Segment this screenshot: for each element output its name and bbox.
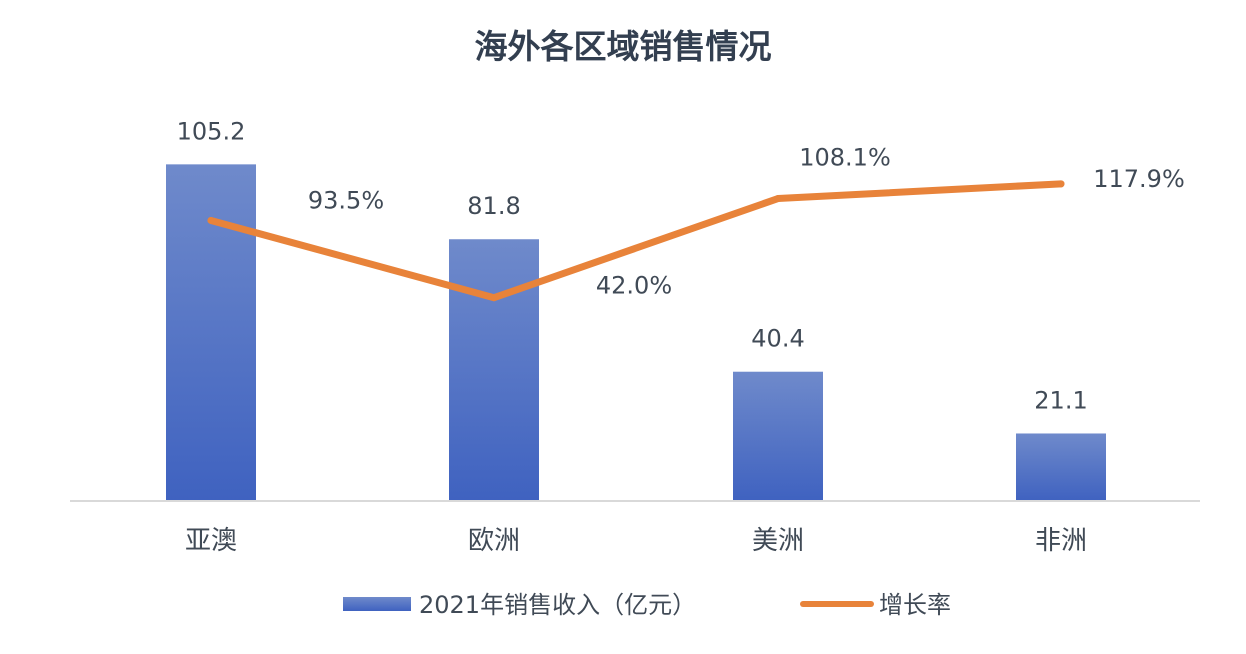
category-label-3: 非洲 — [1035, 526, 1087, 556]
growth-point-0 — [207, 216, 215, 224]
category-label-2: 美洲 — [752, 526, 804, 556]
growth-rate-line — [207, 180, 1065, 302]
bar-value-label-0: 105.2 — [177, 117, 246, 145]
legend-label-bar: 2021年销售收入（亿元） — [419, 591, 696, 619]
growth-value-label-1: 42.0% — [596, 272, 672, 300]
legend: 2021年销售收入（亿元） 增长率 — [343, 591, 951, 619]
growth-value-label-3: 117.9% — [1093, 165, 1185, 193]
category-label-0: 亚澳 — [185, 526, 237, 556]
line-series: 93.5% 42.0% 108.1% 117.9% — [207, 144, 1185, 302]
growth-point-1 — [490, 294, 498, 302]
bar-2 — [733, 371, 823, 501]
bar-value-label-3: 21.1 — [1034, 386, 1087, 414]
growth-value-label-2: 108.1% — [799, 144, 891, 172]
chart-title: 海外各区域销售情况 — [475, 27, 772, 66]
legend-swatch-bar — [343, 597, 411, 611]
growth-point-3 — [1057, 180, 1065, 188]
bar-1 — [449, 239, 539, 502]
bar-0 — [166, 164, 256, 502]
bar-series: 105.2 81.8 40.4 21.1 — [166, 117, 1106, 502]
category-label-1: 欧洲 — [468, 526, 520, 556]
bar-value-label-1: 81.8 — [467, 192, 520, 220]
bar-3 — [1016, 433, 1106, 501]
legend-label-line: 增长率 — [879, 591, 951, 619]
growth-point-2 — [774, 195, 782, 203]
bar-value-label-2: 40.4 — [751, 325, 804, 353]
category-labels: 亚澳 欧洲 美洲 非洲 — [185, 526, 1087, 556]
growth-value-label-0: 93.5% — [308, 186, 384, 214]
